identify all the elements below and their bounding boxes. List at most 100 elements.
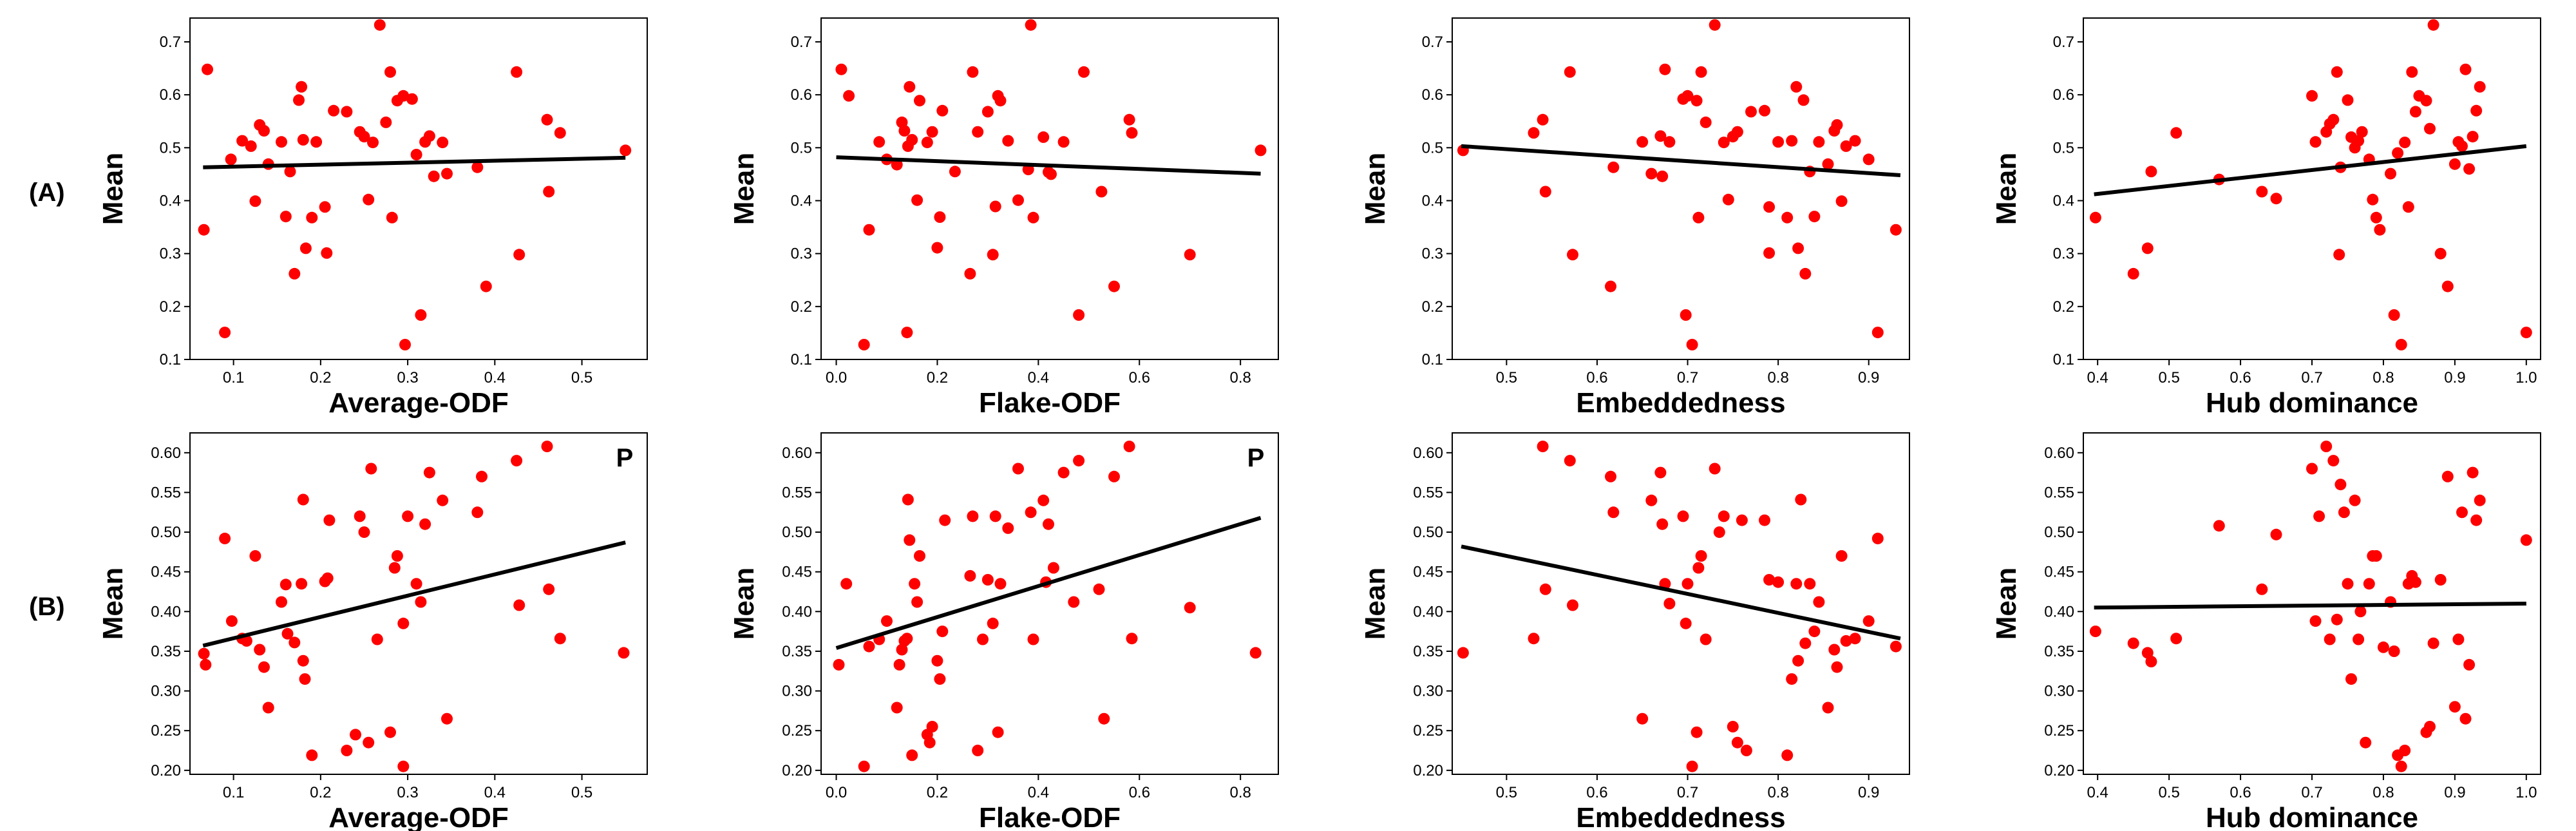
- data-point: [906, 749, 918, 761]
- data-point: [236, 135, 249, 147]
- data-point: [904, 534, 916, 546]
- data-point: [358, 131, 370, 143]
- y-tick-label: 0.30: [1413, 683, 1443, 700]
- data-point: [554, 127, 566, 139]
- x-tick-label: 0.6: [1586, 784, 1607, 801]
- data-point: [297, 134, 309, 146]
- data-point: [219, 532, 231, 544]
- data-point: [513, 249, 526, 261]
- data-point: [1108, 280, 1120, 292]
- data-point: [198, 647, 210, 660]
- regression-line: [203, 155, 626, 169]
- y-axis-label: Mean: [728, 568, 760, 640]
- y-tick-label: 0.7: [791, 33, 812, 51]
- data-point: [2456, 140, 2468, 152]
- x-tick-label: 0.9: [1858, 369, 1879, 387]
- data-point: [371, 633, 383, 645]
- y-tick-label: 0.40: [1413, 603, 1443, 620]
- y-tick-label: 0.45: [151, 564, 181, 581]
- y-tick-label: 0.60: [782, 444, 812, 462]
- data-point: [365, 463, 377, 475]
- data-point: [1073, 309, 1085, 321]
- data-point: [297, 654, 309, 667]
- data-point: [289, 636, 301, 649]
- data-point: [554, 633, 566, 645]
- data-point: [249, 550, 261, 562]
- data-point: [1759, 514, 1770, 526]
- data-point: [471, 161, 484, 173]
- y-axis-label: Mean: [1991, 153, 2022, 225]
- data-point: [2520, 327, 2532, 339]
- x-tick-label: 0.4: [484, 784, 506, 801]
- data-point: [1862, 153, 1875, 166]
- data-point: [1840, 140, 1852, 152]
- data-point: [2333, 249, 2345, 261]
- data-point: [1713, 526, 1725, 539]
- data-point: [543, 186, 555, 198]
- data-point: [1567, 249, 1578, 261]
- x-axis-label: Embeddedness: [1576, 802, 1785, 831]
- data-point: [2377, 641, 2389, 653]
- data-point: [1677, 510, 1689, 522]
- data-point: [1123, 113, 1135, 126]
- chart-b-4: 0.4 0.5 0.6 0.7 0.8 0.9 1.0 0.20 0.25 0.30 0.35 0.4…: [1991, 432, 2541, 831]
- data-point: [934, 211, 946, 223]
- data-point: [306, 211, 318, 224]
- data-point: [1126, 127, 1138, 139]
- data-point: [934, 673, 946, 685]
- data-point: [891, 158, 903, 171]
- data-point: [1184, 602, 1196, 614]
- data-point: [415, 309, 427, 321]
- data-point: [1700, 116, 1712, 128]
- data-point: [1763, 201, 1776, 213]
- plot-frame: [189, 17, 648, 360]
- y-tick-label: 0.4: [1422, 192, 1443, 209]
- data-point: [1564, 455, 1576, 467]
- data-point: [901, 327, 913, 339]
- data-point: [1763, 247, 1776, 259]
- x-tick-label: 0.4: [1028, 369, 1049, 387]
- data-point: [967, 510, 979, 522]
- data-point: [511, 455, 523, 467]
- y-tick-label: 0.2: [791, 298, 812, 316]
- data-point: [2424, 122, 2436, 135]
- data-point: [2370, 211, 2382, 224]
- data-point: [541, 441, 553, 452]
- data-point: [1790, 578, 1803, 590]
- data-point: [2367, 193, 2379, 205]
- data-point: [321, 247, 333, 259]
- data-point: [911, 194, 923, 206]
- y-tick-label: 0.55: [151, 484, 181, 501]
- data-point: [2270, 528, 2282, 540]
- data-point: [225, 615, 238, 627]
- data-point: [964, 569, 976, 582]
- data-point: [1772, 136, 1785, 148]
- data-point: [299, 242, 312, 254]
- x-axis-label: Embeddedness: [1576, 387, 1785, 419]
- x-axis-label: Flake-ODF: [979, 802, 1121, 831]
- x-tick-label: 0.2: [927, 784, 948, 801]
- data-point: [1607, 161, 1620, 173]
- x-tick-label: 0.5: [1496, 784, 1517, 801]
- data-point: [363, 736, 375, 749]
- data-point: [1792, 654, 1804, 667]
- data-point: [1871, 532, 1884, 544]
- y-tick-label: 0.1: [1422, 351, 1443, 368]
- data-point: [1731, 126, 1743, 138]
- data-point: [1797, 94, 1810, 106]
- data-point: [2399, 745, 2411, 756]
- data-point: [921, 137, 933, 149]
- data-point: [1126, 633, 1138, 645]
- y-tick-label: 0.25: [151, 722, 181, 740]
- chart-b-2: 0.0 0.2 0.4 0.6 0.8 0.20 0.25 0.30 0.35 0.40 0.45 0…: [728, 432, 1279, 831]
- data-point: [2467, 466, 2479, 479]
- data-point: [1786, 673, 1798, 685]
- data-point: [2463, 163, 2476, 175]
- data-point: [441, 167, 453, 180]
- y-tick-label: 0.3: [2053, 245, 2074, 263]
- data-point: [1025, 506, 1037, 519]
- x-tick-label: 0.5: [2158, 784, 2179, 801]
- data-point: [873, 136, 886, 148]
- data-point: [1781, 749, 1794, 761]
- data-point: [2434, 574, 2447, 586]
